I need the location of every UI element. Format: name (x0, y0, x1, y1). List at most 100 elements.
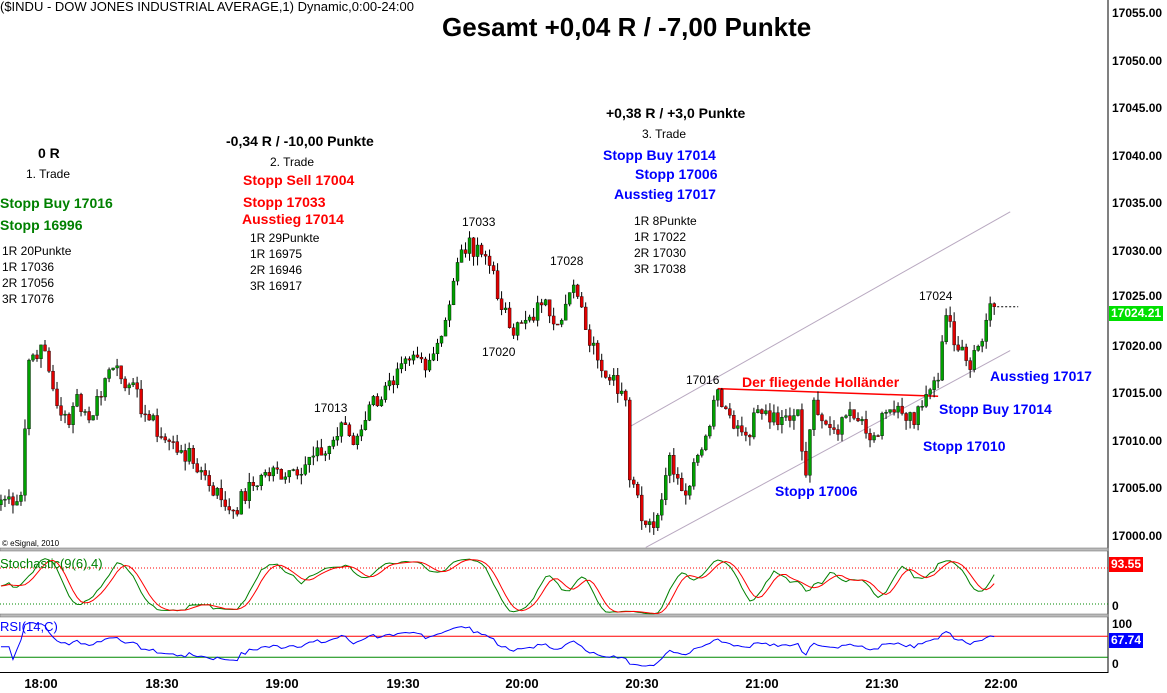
candle (495, 270, 500, 300)
candle (351, 435, 356, 445)
candle (547, 299, 552, 317)
candle (692, 462, 696, 487)
pattern-label: Der fliegende Holländer (742, 374, 900, 390)
candle (708, 426, 712, 437)
candle (407, 358, 412, 361)
candle (972, 350, 976, 370)
candle (291, 469, 296, 471)
candle (796, 409, 800, 416)
candle (828, 424, 832, 428)
candle (555, 323, 560, 326)
label-17024: 17024 (919, 289, 953, 303)
candle (712, 399, 716, 427)
rsi-zero-tick: 0 (1112, 657, 1119, 671)
candle (7, 496, 11, 500)
candle (223, 499, 227, 507)
candle (860, 419, 864, 422)
candle (79, 394, 83, 412)
candle (131, 382, 135, 386)
candle (824, 420, 828, 425)
stochastic-value-tag: 93.55 (1109, 557, 1144, 572)
candle (912, 412, 916, 425)
candle (19, 494, 23, 502)
candle (199, 470, 203, 473)
candle (91, 415, 95, 421)
candle (135, 382, 139, 390)
channel-lower-line (645, 350, 1011, 548)
candle (864, 419, 868, 434)
candle (55, 388, 59, 406)
candle (75, 394, 79, 407)
candle (323, 453, 328, 456)
candle (95, 396, 99, 416)
candle (459, 249, 464, 263)
candle (732, 415, 736, 429)
candle (591, 342, 596, 346)
candle (624, 390, 628, 401)
label-stopp-17006: Stopp 17006 (775, 483, 858, 499)
candle (383, 385, 388, 400)
candle (315, 447, 320, 457)
candle (267, 472, 271, 477)
candle (563, 303, 568, 321)
candle (680, 478, 684, 492)
price-tick: 17010.00 (1112, 434, 1163, 448)
candle (820, 414, 824, 422)
price-tick: 17000.00 (1112, 529, 1163, 543)
candle (415, 354, 420, 358)
time-tick: 18:00 (24, 676, 58, 691)
candle (35, 354, 39, 359)
candle (800, 409, 804, 452)
price-tick: 17020.00 (1112, 339, 1163, 353)
label-17033: 17033 (462, 215, 496, 229)
trade2-name: 2. Trade (270, 155, 315, 169)
pattern-line (717, 387, 939, 398)
candle (371, 396, 376, 406)
candle (167, 439, 171, 442)
candle (59, 405, 63, 416)
candle (892, 409, 896, 413)
candle (636, 483, 640, 496)
candle (628, 399, 632, 481)
candle (920, 406, 924, 408)
candle (728, 408, 732, 416)
candle (463, 249, 468, 254)
candle (660, 499, 664, 516)
target: 3R 17076 (2, 292, 55, 306)
candle (139, 388, 143, 415)
candle (507, 307, 512, 328)
candle (403, 358, 408, 364)
candle (275, 467, 279, 470)
candle (812, 399, 816, 430)
candle (928, 389, 932, 395)
candle (443, 319, 448, 337)
candle (696, 455, 700, 463)
candle (852, 409, 856, 419)
candle (375, 396, 380, 407)
candle (479, 244, 484, 255)
candle (215, 488, 219, 496)
candle (491, 265, 496, 271)
price-tick: 17040.00 (1112, 149, 1163, 163)
candle (672, 455, 676, 475)
candle (379, 399, 384, 407)
candle (159, 436, 163, 438)
candle (255, 485, 259, 487)
time-tick: 22:00 (984, 676, 1018, 691)
candle (227, 506, 231, 511)
candle (575, 284, 580, 297)
candle (327, 446, 332, 455)
time-tick: 19:30 (386, 676, 420, 691)
candle (632, 479, 636, 485)
label-stopp-buy-17014: Stopp Buy 17014 (939, 401, 1052, 417)
candle (231, 509, 235, 512)
candle (579, 296, 584, 308)
candle (744, 431, 748, 436)
price-tick: 17025.00 (1112, 289, 1163, 303)
candle (880, 413, 884, 436)
candle (243, 491, 247, 501)
candle (67, 413, 71, 425)
candle (3, 498, 7, 501)
candle (676, 474, 680, 479)
candle (740, 425, 744, 433)
